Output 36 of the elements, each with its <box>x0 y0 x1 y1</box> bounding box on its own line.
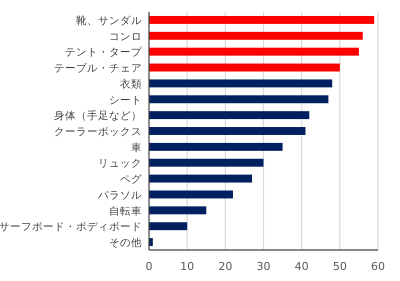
y-tick-label: シート <box>109 94 142 106</box>
y-tick-label: クーラーボックス <box>54 126 142 138</box>
y-tick-label: 靴、サンダル <box>76 14 142 27</box>
y-tick-label: パラソル <box>97 189 142 202</box>
x-tick-label: 50 <box>332 260 347 273</box>
bar <box>149 238 153 246</box>
x-tick-label: 60 <box>371 260 385 273</box>
bar <box>149 190 233 198</box>
x-tick-label: 10 <box>180 260 194 273</box>
x-tick-label: 0 <box>146 260 152 273</box>
y-tick-label: 衣類 <box>120 77 142 90</box>
bar <box>149 206 206 214</box>
bar <box>149 16 374 24</box>
bar <box>149 127 306 135</box>
x-tick-label: 20 <box>218 260 232 273</box>
bar <box>149 174 252 183</box>
y-tick-label: テント・タープ <box>65 46 143 59</box>
bar <box>149 111 310 120</box>
bar <box>149 32 363 40</box>
y-tick-label: その他 <box>109 237 142 250</box>
x-tick-label: 30 <box>256 260 270 273</box>
bar <box>149 158 264 167</box>
bar <box>149 48 359 56</box>
x-tick-label: 40 <box>294 260 309 273</box>
bar <box>149 79 332 88</box>
y-tick-label: ペグ <box>120 174 143 186</box>
y-tick-label: リュック <box>98 158 142 170</box>
y-tick-label: コンロ <box>109 30 142 43</box>
bar <box>149 142 283 151</box>
bar <box>149 95 328 104</box>
y-tick-label: テーブル・チェア <box>54 62 142 75</box>
bar <box>149 222 188 230</box>
bar <box>149 64 340 72</box>
y-tick-label: 自転車 <box>109 204 142 218</box>
y-tick-label: 身体（手足など） <box>54 109 142 122</box>
y-tick-label: 車 <box>131 140 142 154</box>
